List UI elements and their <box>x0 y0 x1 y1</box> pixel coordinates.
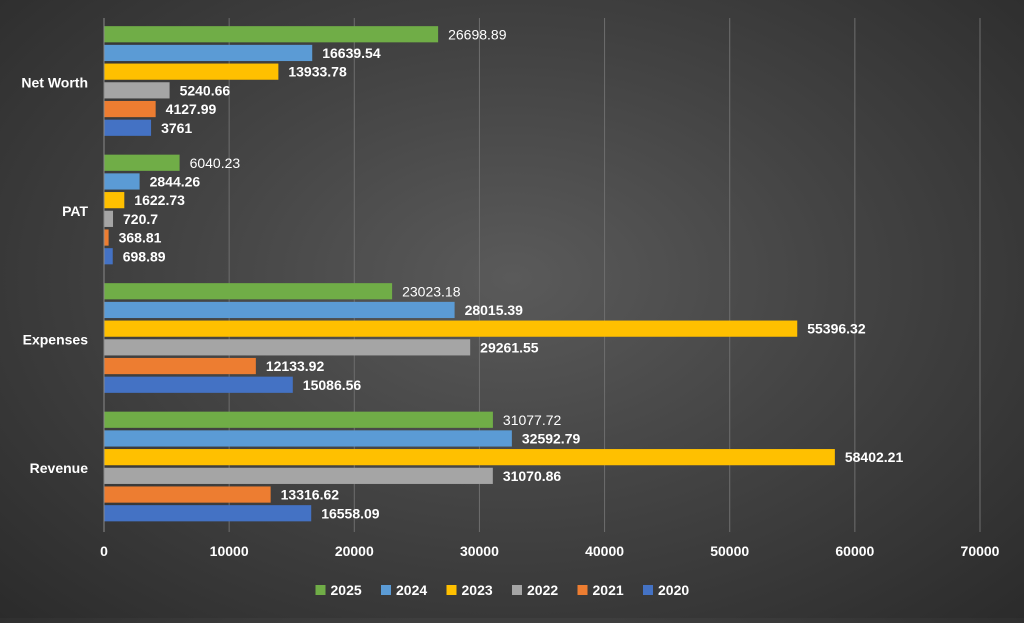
category-label: PAT <box>62 203 88 219</box>
data-label: 31070.86 <box>503 468 562 484</box>
x-tick-label: 10000 <box>210 543 249 559</box>
bar <box>104 283 393 300</box>
bar <box>104 63 279 80</box>
bar <box>104 486 271 503</box>
data-label: 698.89 <box>123 248 166 264</box>
data-label: 2844.26 <box>150 173 201 189</box>
data-label: 1622.73 <box>134 192 185 208</box>
bar <box>104 82 170 99</box>
data-label: 720.7 <box>123 211 158 227</box>
data-label: 55396.32 <box>807 321 866 337</box>
bar <box>104 376 293 393</box>
data-label: 3761 <box>161 120 192 136</box>
x-tick-label: 40000 <box>585 543 624 559</box>
data-label: 32592.79 <box>522 430 581 446</box>
data-label: 368.81 <box>119 230 162 246</box>
bar <box>104 26 439 43</box>
category-label: Revenue <box>30 460 89 476</box>
bar <box>104 248 113 265</box>
bar <box>104 192 125 209</box>
legend-label: 2021 <box>593 582 624 598</box>
data-label: 16639.54 <box>322 45 381 61</box>
bar <box>104 357 256 375</box>
bar <box>104 320 798 337</box>
bar <box>104 119 152 136</box>
data-label: 16558.09 <box>321 505 380 521</box>
category-label: Net Worth <box>21 74 88 90</box>
category-label: Expenses <box>23 331 89 347</box>
legend-label: 2024 <box>396 582 427 598</box>
legend-swatch <box>446 585 457 595</box>
bar <box>104 100 156 118</box>
legend-swatch <box>643 585 653 595</box>
data-label: 15086.56 <box>303 377 362 393</box>
data-label: 26698.89 <box>448 26 507 42</box>
bar <box>104 154 180 171</box>
legend-swatch <box>577 585 588 595</box>
legend-swatch <box>512 585 522 595</box>
legend-label: 2025 <box>331 582 362 598</box>
bar <box>104 210 114 227</box>
bar <box>104 430 512 447</box>
bar <box>104 411 493 428</box>
x-tick-label: 60000 <box>835 543 874 559</box>
bar <box>104 173 140 190</box>
x-tick-label: 70000 <box>961 543 1000 559</box>
data-label: 23023.18 <box>402 283 461 299</box>
data-label: 4127.99 <box>166 101 217 117</box>
bar <box>104 301 455 319</box>
data-label: 31077.72 <box>503 412 562 428</box>
x-tick-label: 50000 <box>710 543 749 559</box>
bar <box>104 44 313 62</box>
data-label: 13933.78 <box>288 64 347 80</box>
legend-swatch <box>315 585 326 595</box>
x-tick-label: 20000 <box>335 543 374 559</box>
data-label: 5240.66 <box>180 82 231 98</box>
bar <box>104 467 493 484</box>
x-tick-label: 0 <box>100 543 108 559</box>
bar <box>104 505 312 522</box>
x-tick-label: 30000 <box>460 543 499 559</box>
legend-label: 2023 <box>462 582 493 598</box>
bar <box>104 449 835 466</box>
bar <box>104 339 471 356</box>
data-label: 13316.62 <box>281 487 340 503</box>
data-label: 58402.21 <box>845 449 904 465</box>
legend-label: 2020 <box>658 582 689 598</box>
data-label: 12133.92 <box>266 358 325 374</box>
legend-swatch <box>381 585 391 595</box>
data-label: 6040.23 <box>190 155 241 171</box>
bar <box>104 229 109 246</box>
data-label: 29261.55 <box>480 339 539 355</box>
data-label: 28015.39 <box>465 302 524 318</box>
legend-label: 2022 <box>527 582 558 598</box>
